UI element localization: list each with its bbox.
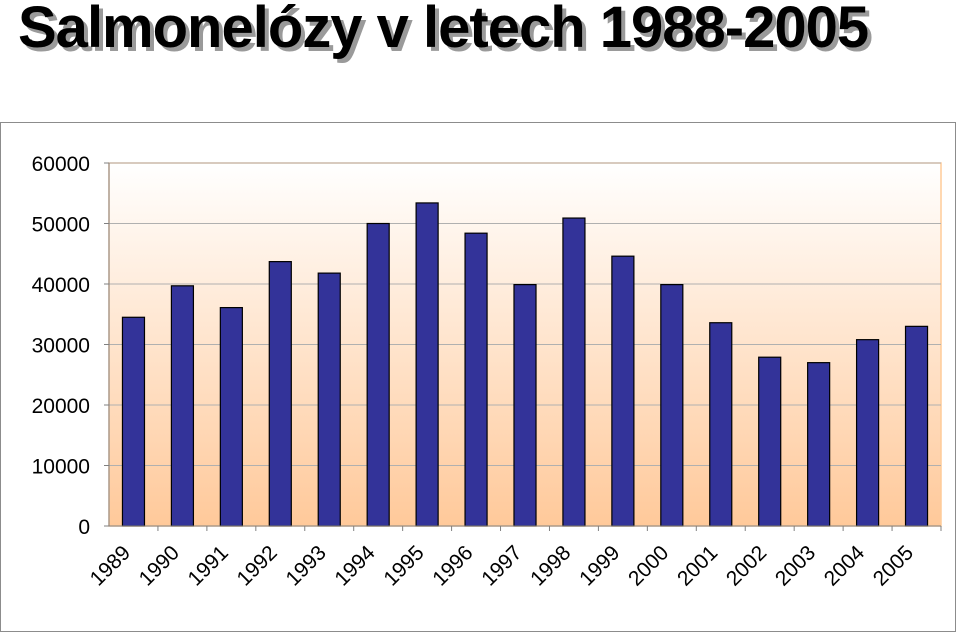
y-tick-label: 30000 bbox=[32, 335, 90, 358]
bar-1990 bbox=[170, 285, 195, 527]
bar-1997 bbox=[513, 284, 537, 527]
axes bbox=[104, 162, 942, 531]
bar-1992 bbox=[268, 261, 292, 527]
y-tick-label: 40000 bbox=[32, 274, 90, 297]
x-tick-labels: 1989 1990 1991 1992 1993 1994 1995 1996 1997 1998… bbox=[86, 541, 918, 591]
bar-1998 bbox=[562, 217, 586, 527]
x-tick-label: 1990 bbox=[135, 541, 184, 590]
x-tick-label: 1989 bbox=[86, 541, 135, 590]
y-tick-label: 0 bbox=[78, 516, 90, 539]
bar-chart: 0 10000 20000 30000 40000 50000 60000 1989 1990… bbox=[32, 153, 942, 591]
gridlines bbox=[109, 162, 941, 466]
chart-area: 0 10000 20000 30000 40000 50000 60000 1989 1990… bbox=[0, 122, 956, 632]
x-tick-label: 1996 bbox=[428, 541, 477, 590]
y-tick-label: 50000 bbox=[32, 214, 90, 237]
bar-2003 bbox=[807, 362, 831, 527]
x-tick-label: 2004 bbox=[820, 541, 870, 591]
y-tick-label: 60000 bbox=[32, 153, 90, 176]
bar-2002 bbox=[758, 356, 782, 527]
x-tick-label: 1998 bbox=[526, 541, 575, 590]
slide-title: Salmonelózy v letech 1988-2005 bbox=[18, 0, 869, 60]
x-tick-label: 1991 bbox=[184, 541, 233, 590]
bar-2005 bbox=[904, 325, 929, 527]
y-tick-label: 20000 bbox=[32, 395, 90, 418]
bar-1996 bbox=[464, 232, 488, 527]
bar-1995 bbox=[415, 202, 439, 527]
bar-1993 bbox=[317, 272, 341, 527]
x-tick-label: 1997 bbox=[477, 541, 526, 590]
x-tick-label: 1994 bbox=[330, 541, 380, 591]
bar-1989 bbox=[121, 316, 146, 527]
y-tick-labels: 0 10000 20000 30000 40000 50000 60000 bbox=[32, 153, 90, 539]
x-tick-label: 2001 bbox=[673, 541, 722, 590]
x-tick-label: 1993 bbox=[281, 541, 330, 590]
x-tick-label: 2000 bbox=[624, 541, 673, 590]
x-tick-label: 1999 bbox=[575, 541, 624, 590]
bar-2000 bbox=[660, 284, 684, 527]
bars bbox=[121, 202, 929, 527]
bar-1994 bbox=[366, 222, 390, 527]
bar-1991 bbox=[219, 306, 243, 527]
x-tick-label: 2003 bbox=[771, 541, 820, 590]
x-tick-label: 1995 bbox=[379, 541, 428, 590]
x-tick-label: 2005 bbox=[869, 541, 918, 590]
bar-1999 bbox=[611, 255, 635, 527]
x-tick-label: 1992 bbox=[233, 541, 282, 590]
bar-2001 bbox=[709, 322, 733, 527]
bar-2004 bbox=[855, 339, 880, 527]
y-tick-label: 10000 bbox=[32, 456, 90, 479]
x-tick-label: 2002 bbox=[722, 541, 771, 590]
